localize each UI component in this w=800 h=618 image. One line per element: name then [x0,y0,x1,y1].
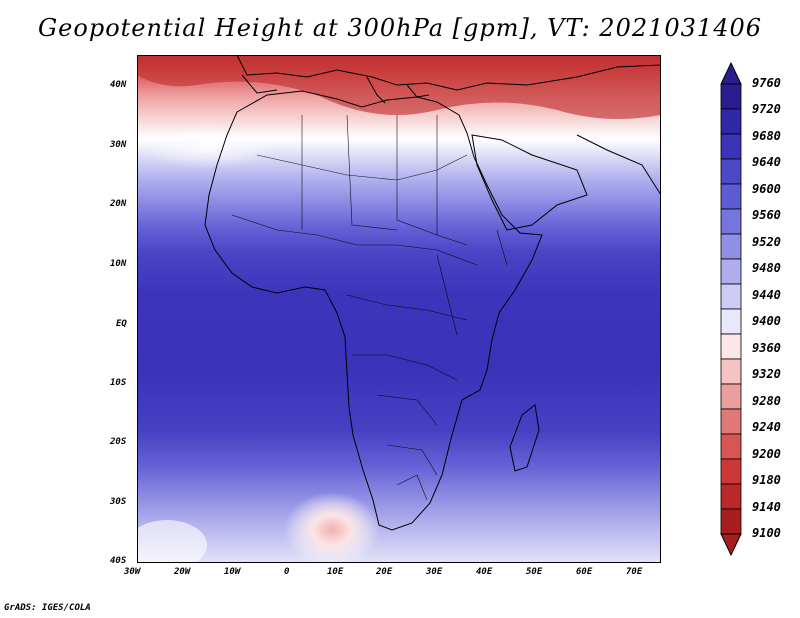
colorbar-swatch [720,358,742,385]
lat-tick: EQ [116,319,127,329]
colorbar-label: 9640 [752,155,781,170]
map-frame [137,55,661,563]
footer-credit: GrADS: IGES/COLA [4,603,91,613]
colorbar-label: 9400 [752,314,781,329]
lat-tick: 10N [110,259,127,269]
lon-tick: 30W [124,567,141,577]
colorbar-label: 9680 [752,128,781,143]
colorbar-swatch [720,383,742,410]
colorbar-top-arrow [720,62,742,85]
lat-tick: 20S [110,437,127,447]
colorbar-label: 9240 [752,420,781,435]
colorbar-label: 9560 [752,208,781,223]
lon-tick: 10W [224,567,241,577]
colorbar-swatch [720,408,742,435]
colorbar-swatch [720,283,742,310]
lon-tick: 60E [576,567,593,577]
lon-tick: 20W [174,567,191,577]
colorbar-label: 9600 [752,181,781,196]
ridge-southwest [127,520,207,570]
lat-tick: 10S [110,378,127,388]
map-panel [127,54,662,570]
colorbar-swatch [720,258,742,285]
colorbar-swatch [720,83,742,110]
colorbar-swatch [720,433,742,460]
colorbar-label: 9720 [752,102,781,117]
colorbar-swatch [720,133,742,160]
colorbar-label: 9520 [752,234,781,249]
colorbar-swatch [720,183,742,210]
colorbar-swatch [720,458,742,485]
colorbar-label: 9200 [752,446,781,461]
high-height-band [137,55,661,119]
colorbar-label: 9360 [752,340,781,355]
colorbar-label: 9440 [752,287,781,302]
colorbar-swatch [720,508,742,535]
lat-tick: 40S [110,556,127,566]
colorbar-label: 9480 [752,261,781,276]
colorbar-label: 9140 [752,499,781,514]
colorbar-swatch [720,333,742,360]
colorbar-swatch [720,208,742,235]
colorbar-label: 9760 [752,76,781,90]
chart-title: Geopotential Height at 300hPa [gpm], VT:… [38,14,762,42]
trough-nw-africa [137,125,277,169]
lat-tick: 30S [110,497,127,507]
ridge-south-atlantic [284,492,380,568]
colorbar-label: 9320 [752,367,781,382]
colorbar-swatch [720,483,742,510]
lon-tick: 50E [526,567,543,577]
colorbar [720,62,742,556]
colorbar-swatch [720,308,742,335]
lon-tick: 30E [426,567,443,577]
lat-tick: 20N [110,199,127,209]
lat-tick: 30N [110,140,127,150]
colorbar-swatch [720,108,742,135]
colorbar-label: 9100 [752,526,781,540]
lon-tick: 10E [327,567,344,577]
colorbar-bottom-arrow [720,533,742,556]
lon-tick: 20E [376,567,393,577]
geopotential-map [127,54,662,570]
lon-tick: 0 [284,567,290,577]
colorbar-label: 9180 [752,473,781,488]
colorbar-swatch [720,158,742,185]
colorbar-label: 9280 [752,393,781,408]
lat-tick: 40N [110,80,127,90]
country-borders [231,114,508,501]
coastlines [204,54,662,531]
lon-tick: 40E [476,567,493,577]
lon-tick: 70E [626,567,643,577]
colorbar-swatch [720,233,742,260]
